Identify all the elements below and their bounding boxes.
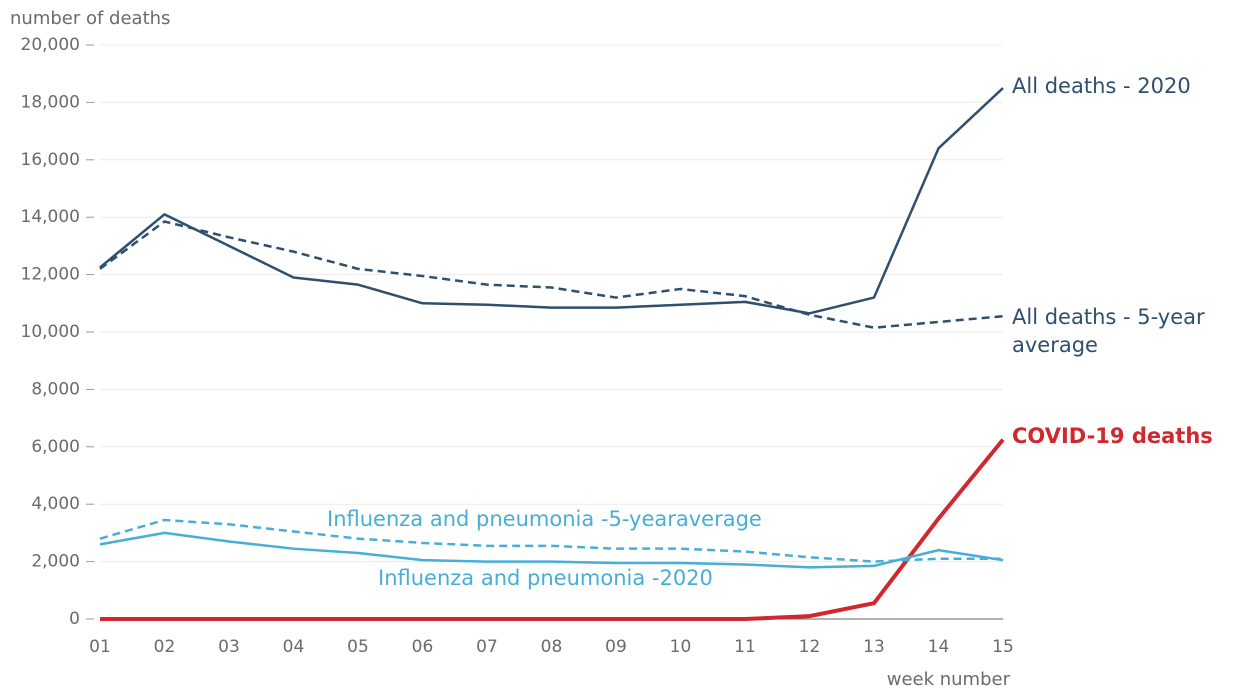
series-label: COVID-19 deaths <box>1012 424 1213 448</box>
y-axis-label: number of deaths <box>10 8 170 29</box>
x-tick-label: 03 <box>218 637 240 657</box>
line <box>99 518 1003 563</box>
x-tick-label: 05 <box>347 637 369 657</box>
x-tick-label: 13 <box>863 637 885 657</box>
y-tick-label: 0 <box>69 609 80 629</box>
x-tick-label: 11 <box>734 637 756 657</box>
series-label: All deaths - 2020 <box>1012 74 1191 98</box>
x-tick-label: 15 <box>992 637 1014 657</box>
y-tick-label: 14,000 <box>21 207 80 227</box>
x-tick-label: 02 <box>154 637 176 657</box>
y-tick-label: 20,000 <box>21 35 80 55</box>
x-tick-label: 14 <box>928 637 950 657</box>
y-tick-label: 2,000 <box>31 552 80 572</box>
y-tick-label: 8,000 <box>31 379 80 399</box>
x-tick-label: 01 <box>89 637 111 657</box>
y-tick-label: 6,000 <box>31 437 80 457</box>
x-axis-label: week number <box>887 669 1011 690</box>
y-tick-label: 16,000 <box>21 150 80 170</box>
x-tick-label: 06 <box>412 637 434 657</box>
line <box>99 220 1004 329</box>
line <box>99 531 1004 569</box>
x-tick-label: 07 <box>476 637 498 657</box>
series-label: Influenza and pneumonia -5-yearaverage <box>327 507 762 531</box>
x-tick-label: 10 <box>670 637 692 657</box>
y-tick-label: 4,000 <box>31 494 80 514</box>
y-tick-label: 18,000 <box>21 92 80 112</box>
y-tick-label: 10,000 <box>21 322 80 342</box>
series-label: All deaths - 5-year average <box>1012 305 1205 357</box>
line <box>99 87 1004 315</box>
series-label: Influenza and pneumonia -2020 <box>378 566 713 590</box>
x-tick-label: 04 <box>283 637 305 657</box>
x-tick-label: 12 <box>799 637 821 657</box>
x-tick-label: 08 <box>541 637 563 657</box>
x-tick-label: 09 <box>605 637 627 657</box>
y-tick-label: 12,000 <box>21 265 80 285</box>
line <box>100 438 1005 621</box>
